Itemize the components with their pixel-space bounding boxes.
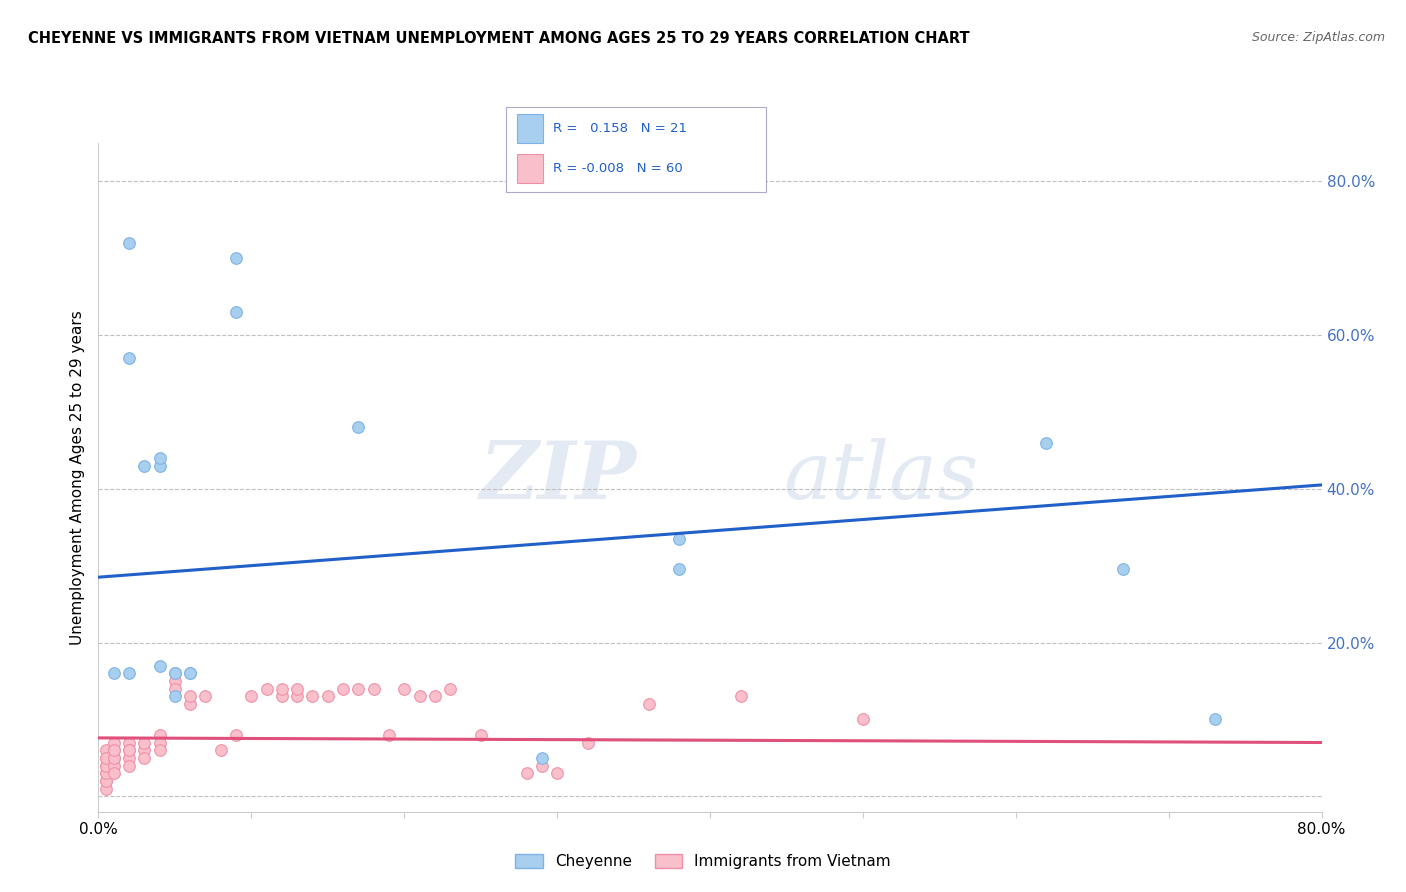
Point <box>149 735 172 749</box>
Y-axis label: Unemployment Among Ages 25 to 29 years: Unemployment Among Ages 25 to 29 years <box>69 310 84 645</box>
Point <box>179 666 201 681</box>
Point <box>332 681 354 696</box>
Point <box>240 690 263 704</box>
Text: Source: ZipAtlas.com: Source: ZipAtlas.com <box>1251 31 1385 45</box>
Bar <box>516 154 543 183</box>
Point <box>118 351 141 365</box>
Point <box>118 743 141 757</box>
Point <box>516 766 538 780</box>
Point <box>134 751 156 765</box>
Point <box>163 673 186 688</box>
Point <box>179 697 201 711</box>
Point <box>194 690 217 704</box>
Point <box>1035 435 1057 450</box>
Point <box>118 235 141 250</box>
Point <box>270 681 292 696</box>
Point <box>730 690 752 704</box>
Text: CHEYENNE VS IMMIGRANTS FROM VIETNAM UNEMPLOYMENT AMONG AGES 25 TO 29 YEARS CORRE: CHEYENNE VS IMMIGRANTS FROM VIETNAM UNEM… <box>28 31 970 46</box>
Point <box>1204 713 1226 727</box>
Point <box>149 743 172 757</box>
Point <box>103 743 125 757</box>
Point <box>94 774 117 789</box>
Point <box>118 758 141 772</box>
Point <box>103 666 125 681</box>
Bar <box>516 114 543 143</box>
Point <box>94 751 117 765</box>
Point <box>668 562 690 576</box>
Point <box>530 758 553 772</box>
Point <box>94 766 117 780</box>
Point <box>163 666 186 681</box>
Point <box>118 666 141 681</box>
Point <box>163 690 186 704</box>
Point <box>546 766 568 780</box>
Legend: Cheyenne, Immigrants from Vietnam: Cheyenne, Immigrants from Vietnam <box>509 848 897 875</box>
Point <box>163 681 186 696</box>
Point <box>408 690 430 704</box>
Point <box>225 305 247 319</box>
Point <box>149 728 172 742</box>
Point <box>378 728 401 742</box>
Point <box>149 658 172 673</box>
Point <box>668 532 690 546</box>
Point <box>149 458 172 473</box>
Point <box>439 681 461 696</box>
Point <box>347 420 370 434</box>
Point <box>103 766 125 780</box>
Point <box>118 743 141 757</box>
Point <box>94 766 117 780</box>
Text: R =   0.158   N = 21: R = 0.158 N = 21 <box>553 121 688 135</box>
Point <box>103 751 125 765</box>
Point <box>179 666 201 681</box>
Point <box>270 690 292 704</box>
Point <box>347 681 370 696</box>
Point <box>103 735 125 749</box>
Point <box>118 735 141 749</box>
Point <box>94 758 117 772</box>
Point <box>94 758 117 772</box>
Point <box>94 743 117 757</box>
Text: atlas: atlas <box>783 439 979 516</box>
Point <box>103 743 125 757</box>
Point <box>285 681 308 696</box>
Point <box>423 690 446 704</box>
Point <box>852 713 875 727</box>
Point <box>94 774 117 789</box>
Point <box>94 781 117 796</box>
Point <box>637 697 661 711</box>
Point <box>316 690 339 704</box>
Point <box>179 690 201 704</box>
Point <box>103 751 125 765</box>
Point <box>118 751 141 765</box>
Point <box>134 735 156 749</box>
Point <box>225 251 247 265</box>
Point <box>392 681 416 696</box>
Point <box>94 751 117 765</box>
Point <box>209 743 232 757</box>
Point <box>301 690 323 704</box>
Point <box>530 751 553 765</box>
Point <box>576 735 599 749</box>
Point <box>134 743 156 757</box>
Text: R = -0.008   N = 60: R = -0.008 N = 60 <box>553 162 683 176</box>
Text: ZIP: ZIP <box>479 439 637 516</box>
Point <box>470 728 492 742</box>
Point <box>149 450 172 465</box>
Point <box>225 728 247 742</box>
Point <box>256 681 278 696</box>
Point <box>103 758 125 772</box>
Point <box>134 458 156 473</box>
Point <box>163 666 186 681</box>
Point <box>363 681 385 696</box>
Point <box>285 690 308 704</box>
Point <box>1112 562 1135 576</box>
FancyBboxPatch shape <box>506 107 766 192</box>
